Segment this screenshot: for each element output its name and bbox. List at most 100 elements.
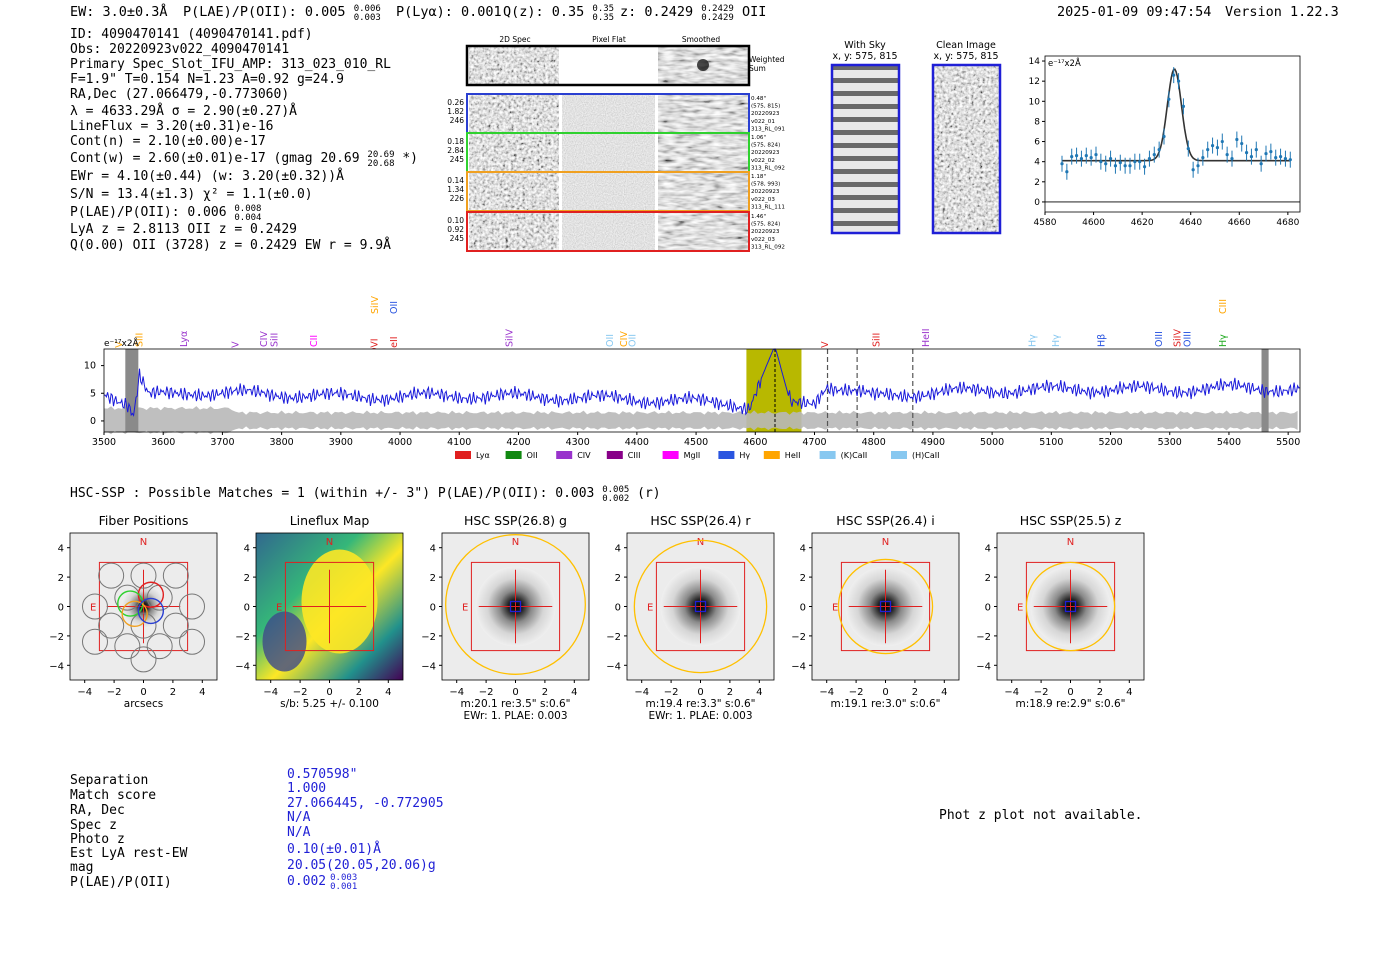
spectrum-xtick-label: 3800 bbox=[270, 437, 294, 448]
fit-point bbox=[1123, 164, 1127, 168]
spectrum-line-marker: SiIV bbox=[1172, 329, 1183, 347]
table-row-label: Photo z bbox=[70, 832, 125, 847]
table-row-label: Match score bbox=[70, 788, 157, 803]
hsc-ytick-label: 4 bbox=[58, 544, 64, 555]
hsc-xtick-label: 0 bbox=[326, 687, 332, 698]
spectrum-xtick-label: 3500 bbox=[92, 437, 116, 448]
fiber-info: 1.18" bbox=[751, 174, 766, 180]
hsc-panel-title: HSC SSP(25.5) z bbox=[1020, 513, 1122, 528]
fiber-circle bbox=[98, 562, 125, 589]
east-label: E bbox=[90, 603, 96, 614]
spectrum-legend-swatch bbox=[606, 451, 623, 459]
info-id: ID: 4090470141 (4090470141.pdf) bbox=[70, 27, 313, 42]
fit-point bbox=[1162, 134, 1166, 139]
match-marker bbox=[694, 600, 707, 613]
fiber-2d-spec bbox=[469, 213, 559, 250]
spectrum-line-marker: SiIV bbox=[370, 296, 381, 314]
fit-point bbox=[1210, 143, 1215, 148]
fit-ytick-label: 2 bbox=[1034, 178, 1040, 188]
hsc-panel-caption2: EWr: 1. PLAE: 0.003 bbox=[463, 710, 567, 722]
spectrum-line-marker: OIII bbox=[1154, 331, 1165, 347]
fiber-circle bbox=[81, 593, 108, 620]
fiber-info: 313_RL_092 bbox=[751, 244, 785, 250]
spectrum-legend-label: MgII bbox=[684, 451, 701, 460]
hsc-xtick-label: −4 bbox=[449, 687, 464, 698]
fiber-2d-spec bbox=[469, 95, 559, 132]
spectrum-xtick-label: 4700 bbox=[802, 437, 826, 448]
fiber-circle bbox=[81, 628, 108, 655]
fit-point bbox=[1186, 146, 1190, 151]
fiber-circle bbox=[114, 584, 141, 611]
fiber-frame bbox=[466, 211, 750, 252]
hsc-ytick-label: 2 bbox=[244, 573, 250, 584]
table-row-label: P(LAE)/P(OII) bbox=[70, 875, 172, 890]
fiber-stat: 246 bbox=[450, 116, 465, 125]
table-row-label: Separation bbox=[70, 773, 149, 788]
hsc-panel-caption: s/b: 5.25 +/- 0.100 bbox=[280, 698, 379, 710]
fit-point bbox=[1167, 97, 1171, 101]
east-label: E bbox=[832, 603, 838, 614]
fiber-smoothed bbox=[658, 134, 748, 171]
fit-point bbox=[1215, 145, 1220, 150]
fit-ytick-label: 4 bbox=[1034, 158, 1040, 168]
spectrum-line-marker: OVI bbox=[370, 338, 381, 355]
spectrum-line-marker: SiIV bbox=[505, 329, 516, 347]
fit-point bbox=[1084, 154, 1088, 158]
hsc-panel-caption2: EWr: 1. PLAE: 0.003 bbox=[648, 710, 752, 722]
fiber-circle-selected bbox=[137, 597, 165, 625]
fit-point bbox=[1201, 156, 1205, 160]
spectrum-line-marker: Lyα bbox=[179, 331, 190, 347]
fit-point bbox=[1060, 162, 1064, 166]
table-row-value: 20.05(20.05,20.06)g bbox=[287, 858, 436, 873]
spectrum-error-band bbox=[104, 406, 1298, 435]
fit-point bbox=[1269, 150, 1273, 154]
fit-point bbox=[1264, 152, 1268, 156]
fit-unit-label: e⁻¹⁷x2Å bbox=[1048, 57, 1081, 69]
spectrum-line-marker: Hβ bbox=[1097, 334, 1108, 347]
fiber-circle bbox=[179, 593, 206, 620]
spectrum-line-marker: OIII bbox=[1183, 331, 1194, 347]
table-row-value-text: 0.002 bbox=[287, 874, 327, 889]
fiber-info: 313_RL_091 bbox=[751, 126, 785, 132]
east-label: E bbox=[1017, 603, 1023, 614]
fit-point bbox=[1152, 153, 1156, 157]
fit-xtick-label: 4680 bbox=[1276, 218, 1299, 228]
fiber-circle bbox=[179, 628, 206, 655]
spectrum-xtick-label: 3600 bbox=[151, 437, 175, 448]
spectrum-line-marker: Hγ bbox=[1218, 334, 1229, 347]
clean-image bbox=[933, 65, 1000, 233]
hsc-panel-title: Lineflux Map bbox=[290, 513, 370, 528]
col-2d-spec-title: 2D Spec bbox=[499, 35, 530, 44]
table-row-label: mag bbox=[70, 860, 94, 875]
col-pixel-flat-title: Pixel Flat bbox=[592, 35, 626, 44]
hsc-panel-title: HSC SSP(26.4) r bbox=[650, 513, 751, 528]
spectrum-legend-swatch bbox=[505, 451, 522, 459]
fit-xtick-label: 4620 bbox=[1131, 218, 1154, 228]
spectrum-legend-swatch bbox=[662, 451, 679, 459]
spectrum-line-marker: OII bbox=[389, 301, 400, 314]
fiber-info: 20220923 bbox=[751, 229, 780, 235]
hsc-ytick-label: 4 bbox=[430, 544, 436, 555]
spectrum-xtick-label: 4200 bbox=[506, 437, 530, 448]
match-marker bbox=[879, 600, 892, 613]
spectrum-line-marker: NV bbox=[230, 341, 241, 355]
hsc-xtick-label: −2 bbox=[293, 687, 308, 698]
hsc-ytick-label: 0 bbox=[244, 603, 250, 614]
fit-point bbox=[1220, 139, 1224, 144]
fiber-stat: 0.14 bbox=[447, 176, 464, 185]
clean-image-title: Clean Image bbox=[936, 40, 996, 51]
fiber-circle bbox=[162, 612, 189, 639]
header-plae-label: P(LAE)/P(OII): 0.005 bbox=[183, 4, 346, 20]
spectrum-xtick-label: 5400 bbox=[1217, 437, 1241, 448]
fit-xtick-label: 4640 bbox=[1179, 218, 1202, 228]
fit-xtick-label: 4660 bbox=[1228, 218, 1251, 228]
with-sky-image bbox=[832, 65, 899, 233]
spectrum-legend-label: HeII bbox=[785, 451, 801, 460]
fit-point bbox=[1235, 137, 1239, 142]
hsc-ytick-label: −2 bbox=[976, 632, 991, 643]
spectrum-legend-swatch bbox=[763, 451, 780, 459]
lineflux-low bbox=[262, 611, 307, 672]
spectrum-xtick-label: 4300 bbox=[566, 437, 590, 448]
spectrum-ytick-label: 10 bbox=[84, 361, 96, 372]
